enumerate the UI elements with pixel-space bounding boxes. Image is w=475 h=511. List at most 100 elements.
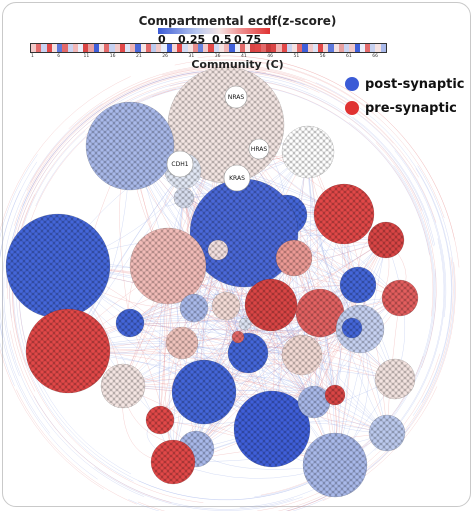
community-cluster [238,317,252,331]
legend-dot-icon [345,101,359,115]
edge [174,59,374,113]
community-strip-cell [344,44,350,52]
community-strip-cell [130,44,136,52]
hub-label-nras: NRAS [228,94,245,101]
edge [374,150,446,451]
hub-node-hras [248,138,270,160]
hub-node-kras [223,164,251,192]
community-strip-cell [119,44,125,52]
community-strip-cell [338,44,345,52]
edge [22,71,199,207]
edge [137,489,340,511]
community-strip-cell [260,44,266,52]
community-strip-tick: 6 [57,54,61,59]
colorbar-tick: 0.75 [234,33,262,46]
community-strip-cell [365,44,371,52]
community-strip-cell [203,44,209,52]
edge [412,168,452,416]
edge [33,395,294,510]
community-strip-tick: 46 [267,54,273,59]
community-strip-cell [349,44,355,52]
legend: post-synaptic pre-synaptic [345,72,465,120]
community-strip-cell [151,44,157,52]
edge [0,309,50,434]
community-strip-tick: 31 [188,54,195,59]
community-cluster [150,439,196,485]
community-strip-tick: 61 [346,54,352,59]
community-cluster [85,101,175,191]
community-cluster [381,279,419,317]
community-strip-cell [224,44,230,52]
community-strip-cell [83,44,89,52]
legend-label: post-synaptic [365,76,465,92]
community-cluster [115,308,145,338]
community-cluster [227,332,269,374]
community-strip-tick: 21 [136,54,142,59]
edge [18,296,132,475]
community-strip-cell [98,44,105,52]
edge [208,59,445,219]
community-strip-cell [36,44,42,52]
community-cluster [275,239,313,277]
community-strip-cell [208,44,214,52]
edge [0,154,38,387]
community-cluster [368,414,406,452]
legend-item-post-synaptic: post-synaptic [345,72,465,96]
edge [239,238,445,508]
community-strip-cell [41,44,47,52]
community-strip-cell [271,44,277,52]
community-strip-tick: 66 [372,54,378,59]
edge [254,71,437,223]
community-strip-cell [51,44,58,52]
community-strip-tick: 11 [83,54,90,59]
community-strip-cell [276,44,282,52]
edge [68,64,352,129]
community-axis-label: Community (C) [191,58,284,71]
hub-label-kras: KRAS [229,175,245,182]
community-strip-cell [312,44,319,52]
edge [315,82,453,403]
community-strip-cell [46,44,52,52]
community-strip-cell [213,44,219,52]
community-strip-cell [135,44,141,52]
edge [122,385,336,466]
edge [348,122,434,451]
edge [26,67,394,191]
community-strip-cell [198,44,204,52]
community-strip-cell [359,44,365,52]
community-strip-cell [104,44,110,52]
community-strip-cell [229,44,235,52]
edge [9,70,305,255]
community-cluster [171,359,237,425]
community-strip-cell [291,44,298,52]
edge [16,278,308,500]
community-strip-cell [302,44,308,52]
community-strip-cell [156,44,162,52]
legend-label: pre-synaptic [365,100,457,116]
community-strip-cell [286,44,292,52]
community-strip-cell [57,44,63,52]
community-color-strip [30,43,387,53]
community-cluster [5,213,111,319]
community-cluster [179,293,209,323]
edge [162,65,306,81]
community-strip-cell [375,44,381,52]
community-strip-tick: 56 [319,54,326,59]
community-cluster [145,405,175,435]
edge [0,161,38,339]
community-strip-cell [333,44,339,52]
community-cluster [129,227,207,305]
community-strip-cell [161,44,167,52]
community-strip-cell [124,44,131,52]
community-strip-cell [318,44,324,52]
colorbar-tick: 0.5 [212,33,232,46]
community-strip-cell [380,44,386,52]
community-strip-cell [62,44,68,52]
community-strip-cell [171,44,178,52]
edge [286,214,396,380]
community-cluster [297,385,331,419]
community-strip-cell [370,44,376,52]
community-cluster [341,317,363,339]
community-strip-cell [265,44,272,52]
